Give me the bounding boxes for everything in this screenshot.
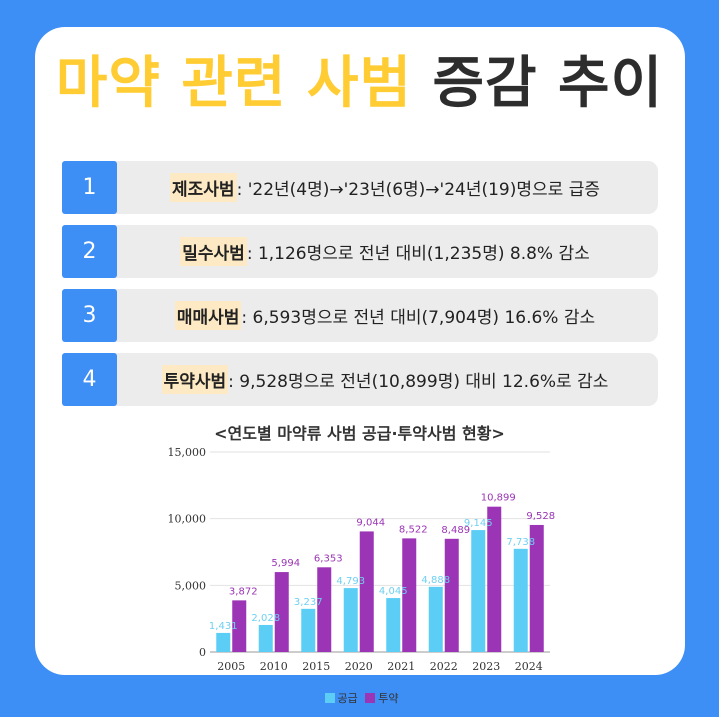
chart-title: <연도별 마약류 사범 공급·투약사범 현황> bbox=[214, 424, 505, 443]
item-term: 밀수사범 bbox=[180, 237, 247, 266]
legend-swatch-supply bbox=[324, 693, 335, 703]
title-highlight: 마약 관련 사범 bbox=[55, 51, 413, 116]
data-label-dose: 9,044 bbox=[356, 517, 385, 528]
bar-dose bbox=[232, 600, 247, 652]
bar-dose bbox=[317, 567, 332, 652]
item-text-box: 투약사범: 9,528명으로 전년(10,899명) 대비 12.6%로 감소 bbox=[112, 353, 658, 406]
list-item: 4 투약사범: 9,528명으로 전년(10,899명) 대비 12.6%로 감… bbox=[62, 353, 658, 406]
item-term: 투약사범 bbox=[161, 365, 229, 394]
legend-label-dose: 투약 bbox=[378, 692, 399, 705]
bar-chart: 0 5,000 10,000 15,000 1,431 3,872 2005 2,028 5,9… bbox=[168, 446, 556, 673]
list-item: 2 밀수사범: 1,126명으로 전년 대비(1,235명) 8.8% 감소 bbox=[62, 225, 658, 278]
y-tick-label: 15,000 bbox=[168, 446, 207, 459]
legend-swatch-dose bbox=[365, 693, 376, 703]
data-label-dose: 8,522 bbox=[399, 524, 428, 535]
y-tick-label: 0 bbox=[199, 646, 206, 659]
data-label-supply: 7,738 bbox=[506, 537, 535, 548]
bar-dose bbox=[402, 538, 417, 652]
x-tick-label: 2024 bbox=[515, 660, 543, 673]
bar-supply bbox=[258, 624, 273, 652]
y-tick-label: 5,000 bbox=[175, 579, 207, 592]
bar-supply bbox=[428, 586, 443, 652]
bar-dose bbox=[529, 524, 544, 652]
data-label-dose: 5,994 bbox=[271, 558, 300, 569]
data-label-dose: 3,872 bbox=[229, 586, 258, 597]
list-item: 3 매매사범: 6,593명으로 전년 대비(7,904명) 16.6% 감소 bbox=[62, 289, 658, 342]
chart-legend: 공급 투약 bbox=[0, 690, 719, 706]
data-label-supply: 9,145 bbox=[464, 518, 493, 529]
item-text: : 6,593명으로 전년 대비(7,904명) 16.6% 감소 bbox=[241, 308, 596, 328]
bar-dose bbox=[444, 538, 459, 652]
bar-dose bbox=[487, 506, 502, 652]
x-tick-label: 2021 bbox=[387, 660, 415, 673]
page-title: 마약 관련 사범 증감 추이 bbox=[0, 38, 719, 119]
item-number: 1 bbox=[62, 161, 117, 214]
data-label-dose: 6,353 bbox=[314, 553, 343, 564]
x-tick-label: 2010 bbox=[260, 660, 288, 673]
data-label-supply: 4,793 bbox=[336, 576, 365, 587]
item-text-box: 밀수사범: 1,126명으로 전년 대비(1,235명) 8.8% 감소 bbox=[112, 225, 658, 278]
item-text: : 1,126명으로 전년 대비(1,235명) 8.8% 감소 bbox=[246, 244, 590, 264]
x-tick-label: 2022 bbox=[430, 660, 458, 673]
data-label-dose: 9,528 bbox=[526, 511, 555, 522]
bar-supply bbox=[471, 530, 486, 652]
item-term: 매매사범 bbox=[174, 301, 242, 330]
item-number: 3 bbox=[62, 289, 117, 342]
item-text: : 9,528명으로 전년(10,899명) 대비 12.6%로 감소 bbox=[228, 372, 609, 392]
list-item: 1 제조사범: '22년(4명)→'23년(6명)→'24년(19)명으로 급증 bbox=[62, 161, 658, 214]
data-label-supply: 3,237 bbox=[294, 597, 323, 608]
bar-supply bbox=[301, 608, 316, 652]
item-text-box: 제조사범: '22년(4명)→'23년(6명)→'24년(19)명으로 급증 bbox=[112, 161, 658, 214]
bar-dose bbox=[359, 531, 374, 652]
data-label-supply: 2,028 bbox=[251, 613, 280, 624]
bar-supply bbox=[386, 598, 401, 652]
legend-label-supply: 공급 bbox=[337, 692, 358, 705]
x-tick-label: 2005 bbox=[217, 660, 245, 673]
data-label-supply: 4,888 bbox=[421, 575, 450, 586]
bar-dose bbox=[274, 572, 289, 652]
item-text-box: 매매사범: 6,593명으로 전년 대비(7,904명) 16.6% 감소 bbox=[112, 289, 658, 342]
x-tick-label: 2015 bbox=[302, 660, 330, 673]
data-label-dose: 10,899 bbox=[481, 493, 516, 504]
data-label-supply: 4,045 bbox=[379, 586, 408, 597]
title-rest: 증감 추이 bbox=[432, 51, 664, 116]
item-number: 4 bbox=[62, 353, 117, 406]
data-label-dose: 8,489 bbox=[441, 525, 470, 536]
x-tick-label: 2023 bbox=[472, 660, 500, 673]
bar-supply bbox=[343, 588, 358, 652]
y-tick-label: 10,000 bbox=[168, 513, 207, 526]
bar-supply bbox=[513, 548, 528, 652]
x-tick-label: 2020 bbox=[345, 660, 373, 673]
data-label-supply: 1,431 bbox=[209, 621, 238, 632]
item-text: : '22년(4명)→'23년(6명)→'24년(19)명으로 급증 bbox=[236, 180, 600, 200]
item-number: 2 bbox=[62, 225, 117, 278]
item-term: 제조사범 bbox=[170, 173, 237, 202]
bar-supply bbox=[216, 632, 231, 652]
